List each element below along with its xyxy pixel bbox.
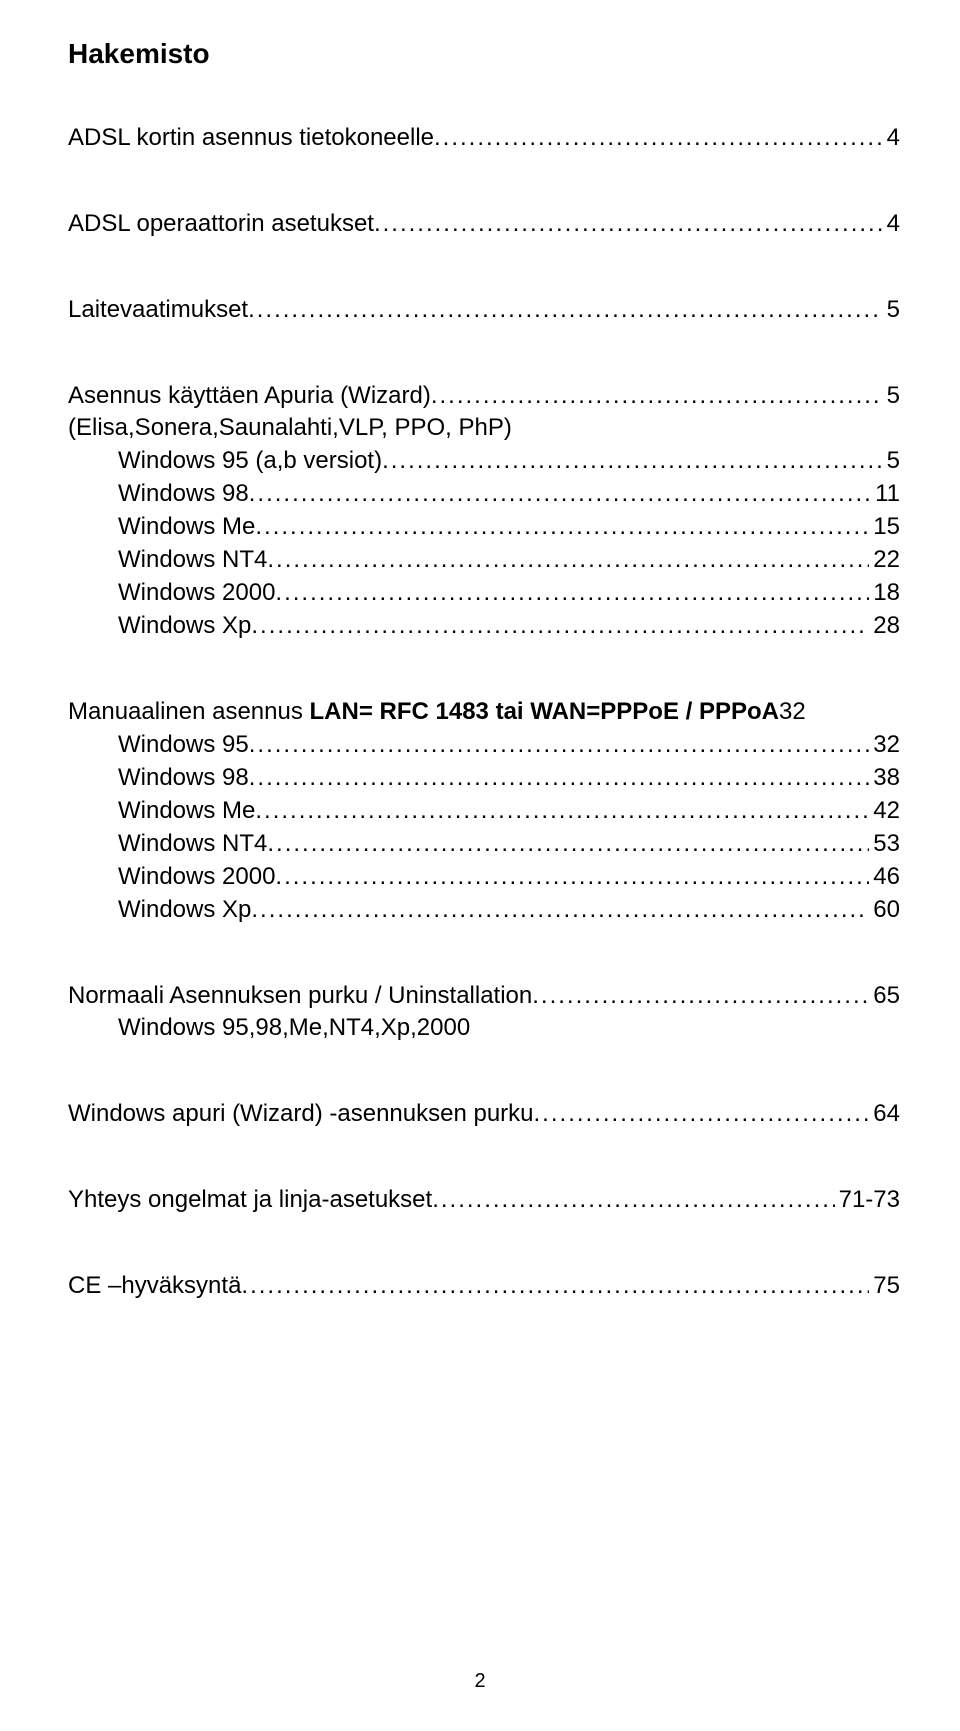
toc-entry-label: Windows 98 — [118, 764, 249, 792]
toc-entry-label: Windows 2000 — [118, 863, 275, 891]
toc-entry-label: Windows apuri (Wizard) -asennuksen purku — [68, 1100, 534, 1128]
toc-sub-label: (Elisa,Sonera,Saunalahti,VLP, PPO, PhP) — [68, 414, 512, 442]
toc-head-label: Asennus käyttäen Apuria (Wizard) — [68, 382, 431, 410]
toc-dots — [249, 480, 871, 508]
toc-entry: Windows 2000 46 — [68, 863, 900, 891]
toc-head-page: 5 — [883, 382, 900, 410]
toc-dots — [434, 124, 883, 152]
toc-entry-label: Windows 95 — [118, 731, 249, 759]
toc-entry-label: CE –hyväksyntä — [68, 1272, 241, 1300]
toc-entry: Windows 98 11 — [68, 480, 900, 508]
toc-head-label: Manuaalinen asennus LAN= RFC 1483 tai WA… — [68, 698, 806, 726]
toc-entry-page: 11 — [871, 480, 900, 508]
toc-section-head-uninstall: Normaali Asennuksen purku / Uninstallati… — [68, 982, 900, 1010]
toc-entry-label: Windows 2000 — [118, 579, 275, 607]
toc-entry: Windows NT4 53 — [68, 830, 900, 858]
toc-entry-page: 22 — [869, 546, 900, 574]
toc-entry-page: 5 — [883, 447, 900, 475]
toc-entry: ADSL operaattorin asetukset 4 — [68, 210, 900, 238]
toc-dots — [255, 797, 869, 825]
toc-dots — [431, 382, 883, 410]
toc-entry: Windows Me 15 — [68, 513, 900, 541]
toc-entry-label: Windows NT4 — [118, 546, 267, 574]
toc-entry-page: 18 — [869, 579, 900, 607]
manual-head-suffix: 32 — [779, 698, 806, 725]
toc-entry-label: Windows Me — [118, 513, 255, 541]
toc-entry-page: 75 — [869, 1272, 900, 1300]
toc-entry: Windows 2000 18 — [68, 579, 900, 607]
toc-dots — [251, 896, 869, 924]
toc-entry-label: Windows 95 (a,b versiot) — [118, 447, 382, 475]
manual-head-prefix: Manuaalinen asennus — [68, 698, 310, 725]
toc-entry-label: Windows 98 — [118, 480, 249, 508]
toc-entry: CE –hyväksyntä 75 — [68, 1272, 900, 1300]
toc-subtext: Windows 95,98,Me,NT4,Xp,2000 — [68, 1014, 900, 1042]
toc-section-head-wizard: Asennus käyttäen Apuria (Wizard) 5 — [68, 382, 900, 410]
toc-entry-label: Windows Me — [118, 797, 255, 825]
toc-entry-label: Windows NT4 — [118, 830, 267, 858]
toc-entry: Windows Xp 60 — [68, 896, 900, 924]
toc-dots — [251, 612, 869, 640]
toc-entry-label: Laitevaatimukset — [68, 296, 248, 324]
toc-dots — [432, 1186, 834, 1214]
toc-entry-page: 46 — [869, 863, 900, 891]
toc-entry-page: 38 — [869, 764, 900, 792]
toc-subtext: (Elisa,Sonera,Saunalahti,VLP, PPO, PhP) — [68, 414, 900, 442]
toc-entry: ADSL kortin asennus tietokoneelle 4 — [68, 124, 900, 152]
toc-dots — [374, 210, 883, 238]
toc-entry: Windows 95 (a,b versiot) 5 — [68, 447, 900, 475]
toc-entry: Windows 98 38 — [68, 764, 900, 792]
toc-entry-page: 32 — [869, 731, 900, 759]
toc-entry-page: 28 — [869, 612, 900, 640]
manual-head-bold: LAN= RFC 1483 tai WAN=PPPoE / PPPoA — [310, 698, 779, 725]
toc-entry-page: 60 — [869, 896, 900, 924]
toc-head-page: 65 — [869, 982, 900, 1010]
toc-dots — [275, 863, 869, 891]
toc-entry: Windows 95 32 — [68, 731, 900, 759]
toc-sub-label: Windows 95,98,Me,NT4,Xp,2000 — [118, 1014, 470, 1042]
toc-entry: Laitevaatimukset 5 — [68, 296, 900, 324]
toc-title: Hakemisto — [68, 38, 900, 70]
toc-entry-page: 4 — [883, 124, 900, 152]
toc-entry: Windows Xp 28 — [68, 612, 900, 640]
toc-entry-page: 64 — [869, 1100, 900, 1128]
toc-dots — [532, 982, 869, 1010]
toc-entry-label: Windows Xp — [118, 896, 251, 924]
toc-entry-label: ADSL operaattorin asetukset — [68, 210, 374, 238]
toc-entry: Windows NT4 22 — [68, 546, 900, 574]
toc-dots — [267, 830, 869, 858]
toc-dots — [241, 1272, 869, 1300]
toc-entry-label: Windows Xp — [118, 612, 251, 640]
toc-dots — [275, 579, 869, 607]
toc-entry-page: 15 — [869, 513, 900, 541]
toc-entry-page: 4 — [883, 210, 900, 238]
toc-section-head-manual: Manuaalinen asennus LAN= RFC 1483 tai WA… — [68, 698, 900, 726]
toc-entry: Yhteys ongelmat ja linja-asetukset 71-73 — [68, 1186, 900, 1214]
page-number: 2 — [0, 1670, 960, 1693]
toc-dots — [248, 296, 883, 324]
toc-entry-page: 5 — [883, 296, 900, 324]
toc-dots — [382, 447, 883, 475]
toc-entry-page: 42 — [869, 797, 900, 825]
toc-dots — [255, 513, 869, 541]
toc-entry-page: 53 — [869, 830, 900, 858]
toc-dots — [249, 731, 870, 759]
toc-entry-page: 71-73 — [835, 1186, 900, 1214]
toc-entry: Windows apuri (Wizard) -asennuksen purku… — [68, 1100, 900, 1128]
toc-entry: Windows Me 42 — [68, 797, 900, 825]
toc-entry-label: Yhteys ongelmat ja linja-asetukset — [68, 1186, 432, 1214]
toc-dots — [249, 764, 870, 792]
toc-entry-label: ADSL kortin asennus tietokoneelle — [68, 124, 434, 152]
toc-dots — [267, 546, 869, 574]
toc-dots — [534, 1100, 870, 1128]
toc-head-label: Normaali Asennuksen purku / Uninstallati… — [68, 982, 532, 1010]
